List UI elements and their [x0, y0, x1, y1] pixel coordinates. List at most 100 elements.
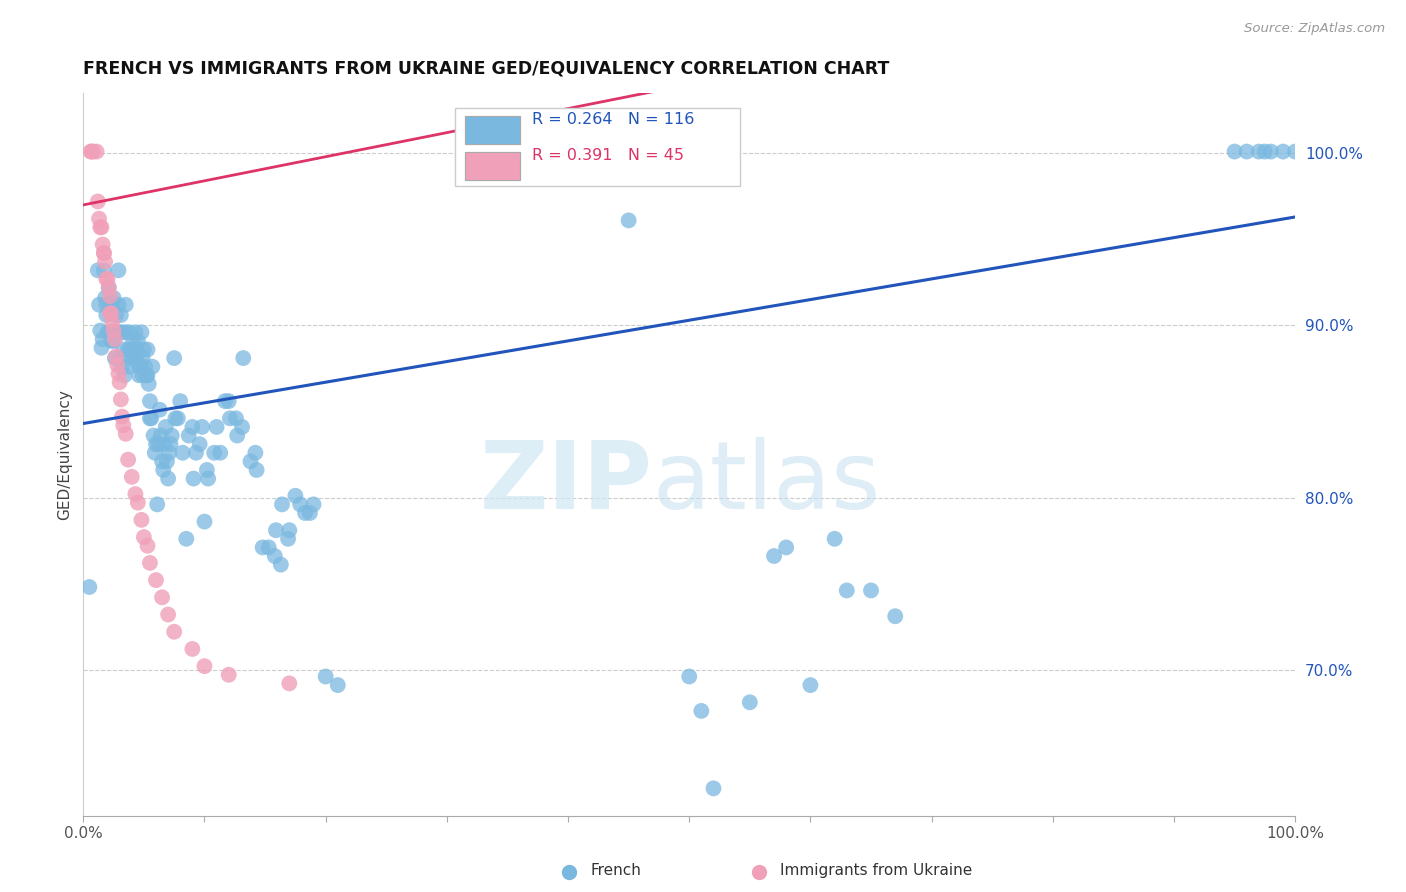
Text: Immigrants from Ukraine: Immigrants from Ukraine — [780, 863, 973, 878]
Point — [226, 428, 249, 442]
Point — [702, 781, 724, 796]
Point — [122, 351, 145, 365]
Point — [127, 496, 149, 510]
Point — [193, 659, 215, 673]
Point — [89, 324, 111, 338]
Point — [91, 332, 114, 346]
Point — [111, 326, 134, 340]
Point — [214, 394, 236, 409]
Point — [142, 428, 165, 442]
Text: R = 0.264   N = 116: R = 0.264 N = 116 — [531, 112, 695, 128]
Point — [89, 220, 111, 235]
Point — [148, 437, 170, 451]
Point — [145, 573, 167, 587]
Point — [177, 428, 200, 442]
Point — [96, 272, 118, 286]
Point — [96, 298, 118, 312]
Point — [104, 332, 127, 346]
Point — [278, 676, 301, 690]
Point — [136, 368, 159, 383]
Point — [835, 583, 858, 598]
Point — [97, 280, 120, 294]
Point — [763, 549, 786, 563]
Point — [156, 454, 179, 468]
Point — [107, 263, 129, 277]
Point — [87, 263, 110, 277]
Point — [122, 334, 145, 348]
Point — [121, 470, 143, 484]
Point — [264, 523, 287, 537]
Point — [191, 420, 214, 434]
Point — [100, 306, 122, 320]
Point — [98, 306, 121, 320]
Point — [176, 532, 198, 546]
Point — [153, 437, 176, 451]
Point — [120, 343, 142, 357]
Point — [127, 334, 149, 348]
Point — [202, 446, 225, 460]
Point — [112, 343, 135, 357]
Point — [114, 326, 136, 340]
Point — [131, 326, 153, 340]
Point — [183, 472, 205, 486]
Point — [138, 376, 160, 391]
Point — [1284, 145, 1306, 159]
Point — [124, 487, 146, 501]
Point — [155, 420, 177, 434]
Point — [105, 308, 128, 322]
Point — [231, 420, 253, 434]
Point — [160, 428, 183, 442]
Point — [169, 394, 191, 409]
Point — [145, 437, 167, 451]
Point — [132, 530, 155, 544]
Point — [157, 607, 180, 622]
Point — [135, 368, 157, 383]
Point — [1272, 145, 1295, 159]
Text: ZIP: ZIP — [479, 437, 652, 529]
Point — [100, 334, 122, 348]
Point — [105, 358, 128, 372]
Point — [1247, 145, 1270, 159]
Point — [111, 359, 134, 374]
Point — [141, 411, 163, 425]
Point — [1254, 145, 1277, 159]
Point — [97, 280, 120, 294]
Point — [136, 343, 159, 357]
Point — [139, 411, 162, 425]
Point — [117, 452, 139, 467]
Point — [131, 351, 153, 365]
Point — [98, 289, 121, 303]
Point — [859, 583, 882, 598]
Point — [617, 213, 640, 227]
Point — [105, 326, 128, 340]
Point — [87, 298, 110, 312]
Point — [232, 351, 254, 365]
Point — [93, 246, 115, 260]
Point — [125, 343, 148, 357]
Point — [94, 254, 117, 268]
Point — [110, 392, 132, 407]
Text: R = 0.391   N = 45: R = 0.391 N = 45 — [531, 148, 683, 163]
Point — [96, 326, 118, 340]
Point — [86, 145, 108, 159]
Point — [315, 669, 337, 683]
Point — [103, 291, 125, 305]
Point — [139, 556, 162, 570]
Text: Source: ZipAtlas.com: Source: ZipAtlas.com — [1244, 22, 1385, 36]
Text: FRENCH VS IMMIGRANTS FROM UKRAINE GED/EQUIVALENCY CORRELATION CHART: FRENCH VS IMMIGRANTS FROM UKRAINE GED/EQ… — [83, 60, 890, 78]
FancyBboxPatch shape — [456, 108, 740, 186]
Point — [98, 326, 121, 340]
Point — [1260, 145, 1282, 159]
Point — [103, 334, 125, 348]
Point — [270, 558, 292, 572]
Point — [98, 298, 121, 312]
Point — [139, 394, 162, 409]
Point — [172, 446, 194, 460]
Point — [103, 324, 125, 338]
Point — [111, 409, 134, 424]
Point — [101, 315, 124, 329]
Point — [93, 263, 115, 277]
Point — [159, 437, 181, 451]
Point — [165, 411, 187, 425]
Point — [96, 272, 118, 286]
